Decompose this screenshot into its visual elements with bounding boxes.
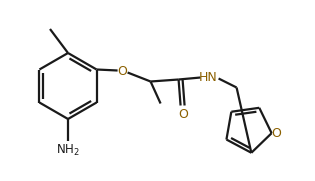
- Text: O: O: [272, 127, 282, 140]
- Text: O: O: [117, 65, 128, 78]
- Text: NH$_2$: NH$_2$: [56, 143, 80, 158]
- Text: HN: HN: [199, 71, 218, 84]
- Text: O: O: [179, 108, 188, 121]
